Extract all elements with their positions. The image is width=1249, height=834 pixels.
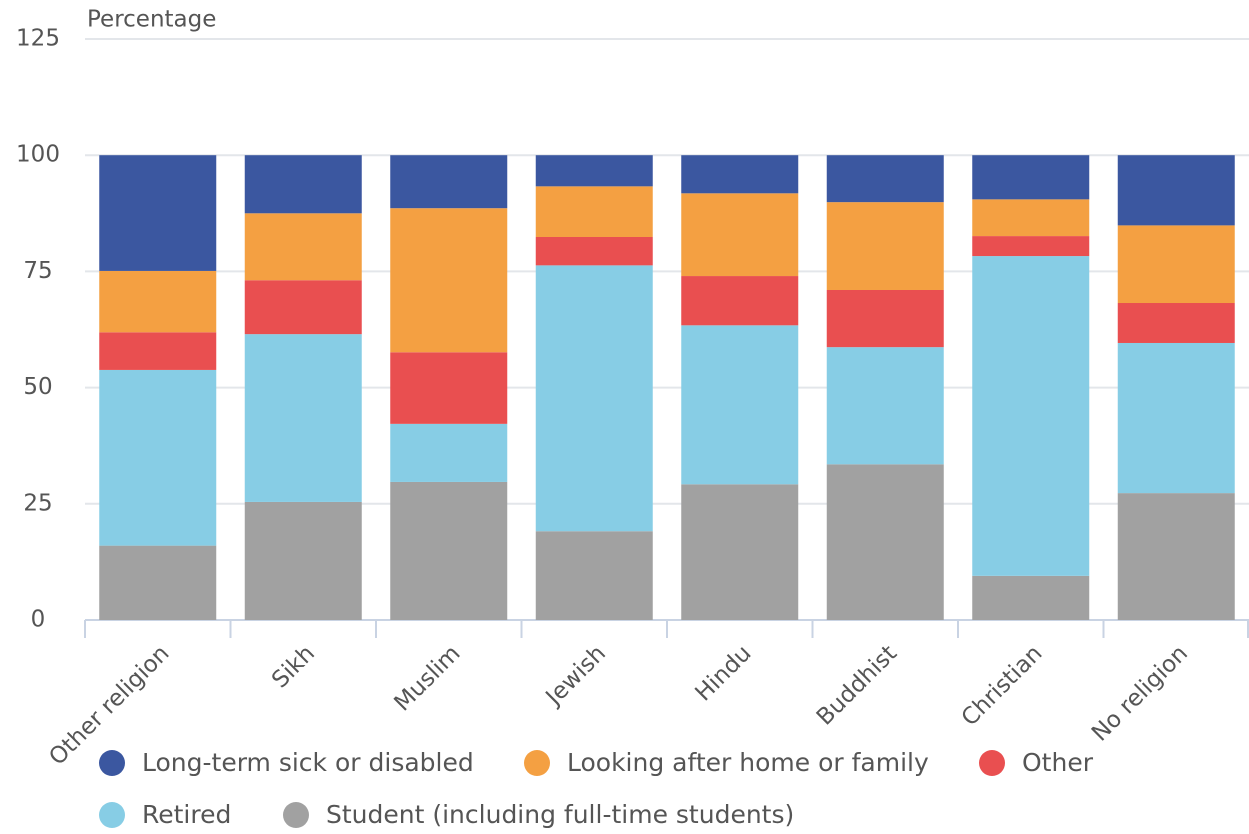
bar-segment (826, 155, 944, 203)
bar-segment (390, 208, 508, 353)
bar-segment (535, 155, 653, 187)
bar-segment (99, 369, 217, 546)
legend-label: Looking after home or family (567, 748, 929, 777)
legend-marker (283, 802, 309, 828)
bar-segment (99, 155, 217, 271)
bar-segment (99, 332, 217, 370)
y-tick-label: 50 (23, 374, 52, 400)
y-tick-label: 75 (23, 258, 52, 284)
legend-marker (99, 750, 125, 776)
bar-segment (681, 276, 799, 326)
bar-segment (681, 193, 799, 277)
legend-marker (524, 750, 550, 776)
bar-segment (535, 237, 653, 266)
bar-segment (390, 423, 508, 482)
x-tick-label: No religion (1087, 640, 1193, 746)
x-tick-label: Christian (957, 640, 1048, 731)
bar-segment (826, 464, 944, 620)
x-tick-label: Jewish (540, 640, 611, 711)
bar-segment (972, 236, 1090, 257)
bar-segment (535, 186, 653, 238)
bar-segment (390, 352, 508, 424)
legend-marker (979, 750, 1005, 776)
x-tick-label: Sikh (267, 640, 320, 693)
y-axis-label: Percentage (87, 7, 216, 33)
x-tick-label: Buddhist (812, 640, 902, 730)
y-tick-label: 25 (23, 490, 52, 516)
bar-segment (244, 334, 362, 502)
bar-segment (390, 155, 508, 209)
legend-label: Other (1022, 748, 1094, 777)
bar-segment (244, 213, 362, 281)
legend-label: Retired (142, 800, 231, 829)
x-tick-label: Muslim (390, 640, 466, 716)
bar-segment (681, 325, 799, 485)
y-tick-label: 100 (16, 142, 60, 168)
bar-segment (535, 531, 653, 620)
bar-segment (681, 484, 799, 620)
bar-segment (1117, 303, 1235, 343)
bar-segment (972, 199, 1090, 237)
legend-marker (99, 802, 125, 828)
bar-segment (826, 202, 944, 290)
bar-segment (99, 545, 217, 620)
bar-segment (1117, 155, 1235, 226)
x-tick-label: Hindu (691, 640, 757, 706)
bar-segment (826, 289, 944, 348)
bar-segment (244, 155, 362, 214)
bar-segment (972, 155, 1090, 200)
bar-segment (535, 265, 653, 532)
bar-segment (1117, 493, 1235, 620)
bar-segment (972, 575, 1090, 620)
bar-segment (99, 270, 217, 333)
bar-segment (390, 481, 508, 620)
bar-segment (681, 155, 799, 194)
bar-segment (1117, 342, 1235, 494)
bar-segment (244, 280, 362, 335)
y-tick-label: 125 (16, 26, 60, 52)
bar-segment (826, 347, 944, 465)
legend-label: Long-term sick or disabled (142, 748, 474, 777)
legend-label: Student (including full-time students) (326, 800, 794, 829)
bar-segment (244, 501, 362, 620)
bar-segment (972, 256, 1090, 576)
bar-segment (1117, 225, 1235, 304)
y-tick-label: 0 (31, 607, 46, 633)
